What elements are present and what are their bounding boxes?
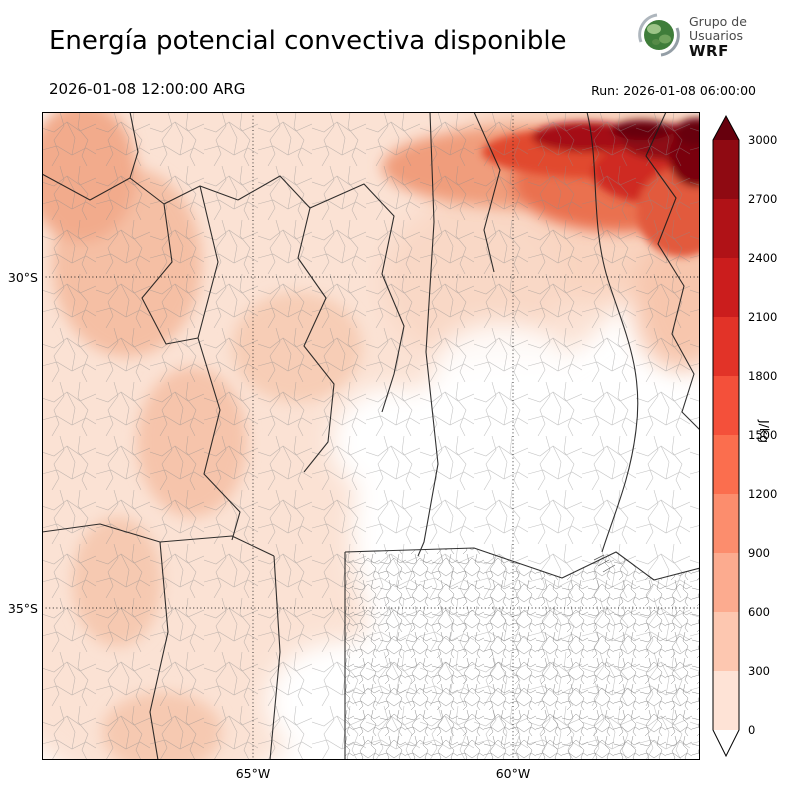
colorbar-tick-label: 1800 [748,369,778,383]
colorbar-tick-label: 2700 [748,192,778,206]
logo-line-2: Usuarios [689,27,744,43]
colorbar-under-arrow [713,730,739,756]
buenos-aires-county-mesh [345,548,700,760]
lat-tick-35s: 35°S [7,601,38,616]
logo-line-1: Grupo de [689,13,747,29]
colorbar-segment [713,140,739,200]
colorbar-tick-label: 2100 [748,310,778,324]
logo-text: Grupo de Usuarios WRF [689,13,747,60]
lat-tick-30s: 30°S [7,270,38,285]
wrf-logo: Grupo de Usuarios WRF [636,12,747,62]
colorbar-over-arrow [713,116,739,140]
colorbar-segment [713,376,739,436]
colorbar-tick-label: 3000 [748,133,778,147]
globe-icon [636,12,682,62]
lon-tick-65w: 65°W [235,766,271,781]
colorbar-segment [713,317,739,377]
colorbar-segment [713,494,739,554]
parana-delta-hatching [593,554,616,573]
colorbar-segment [713,612,739,672]
lon-tick-60w: 60°W [495,766,531,781]
page-title: Energía potencial convectiva disponible [49,26,567,56]
colorbar-segment [713,435,739,495]
map-frame [42,112,700,760]
colorbar-tick-label: 1500 [748,428,778,442]
colorbar-tick-label: 900 [748,546,770,560]
colorbar-tick-label: 300 [748,664,770,678]
run-time-label: Run: 2026-01-08 06:00:00 [591,83,756,98]
logo-line-wrf: WRF [689,41,729,60]
map-panel [42,112,700,760]
colorbar-tick-label: 1200 [748,487,778,501]
valid-time-label: 2026-01-08 12:00:00 ARG [49,80,246,98]
colorbar-segment [713,553,739,613]
colorbar [712,112,742,760]
colorbar-outline [712,114,740,758]
colorbar-tick-label: 0 [748,723,756,737]
map-svg [42,112,700,760]
colorbar-segment [713,671,739,731]
colorbar-tick-label: 2400 [748,251,778,265]
colorbar-tick-label: 600 [748,605,770,619]
colorbar-segment [713,199,739,259]
graticule [42,112,700,760]
province-borders [42,112,700,760]
colorbar-segment [713,258,739,318]
